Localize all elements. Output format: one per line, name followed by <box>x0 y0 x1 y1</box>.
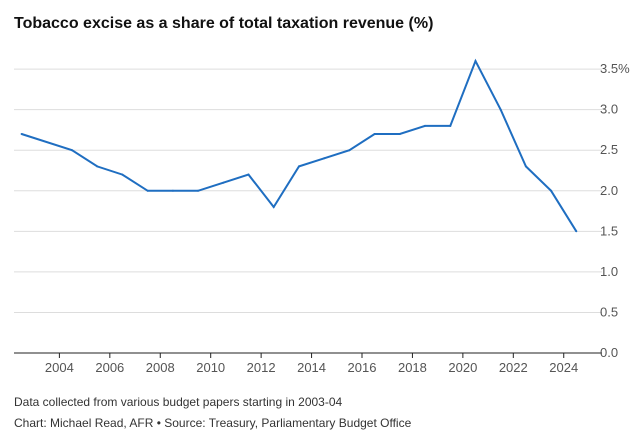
x-tick-label: 2010 <box>196 360 225 375</box>
x-tick-label: 2016 <box>348 360 377 375</box>
data-point <box>373 133 376 135</box>
data-point <box>550 189 553 192</box>
x-tick-label: 2024 <box>549 360 578 375</box>
x-tick-label: 2020 <box>448 360 477 375</box>
data-point <box>197 189 200 192</box>
data-point <box>146 189 149 192</box>
data-point <box>398 133 401 135</box>
data-point <box>71 149 73 152</box>
y-tick-label: 2.0 <box>600 183 618 198</box>
source-credit: Chart: Michael Read, AFR • Source: Treas… <box>14 416 412 430</box>
y-tick-label: 0.0 <box>600 345 618 360</box>
x-tick-label: 2012 <box>247 360 276 375</box>
data-point <box>247 173 250 176</box>
data-point <box>272 206 275 208</box>
y-tick-label: 1.0 <box>600 264 618 279</box>
x-tick-label: 2004 <box>45 360 74 375</box>
data-point <box>449 124 452 127</box>
y-tick-label: 1.5 <box>600 223 618 238</box>
series-layer <box>20 58 578 233</box>
y-axis: 0.0 0.5 1.0 1.5 2.0 2.5 3.0 3.5% <box>600 61 630 360</box>
x-tick-label: 2014 <box>297 360 326 375</box>
y-tick-label: 0.5 <box>600 304 618 319</box>
data-point <box>424 124 426 127</box>
data-point <box>575 230 578 233</box>
y-tick-label: 3.5% <box>600 61 630 76</box>
data-point <box>121 173 124 176</box>
series-line <box>21 58 578 232</box>
y-tick-label: 3.0 <box>600 102 618 117</box>
data-point <box>298 165 300 168</box>
data-point <box>96 165 99 168</box>
chart-title: Tobacco excise as a share of total taxat… <box>14 15 434 32</box>
x-axis: 2004 2006 2008 2010 2012 2014 2016 2018 2020 2022… <box>45 353 578 375</box>
y-tick-label: 2.5 <box>600 142 618 157</box>
x-tick-label: 2008 <box>146 360 175 375</box>
data-note: Data collected from various budget paper… <box>14 395 343 409</box>
data-point <box>171 189 174 192</box>
data-point <box>524 165 527 168</box>
x-tick-label: 2022 <box>499 360 528 375</box>
data-point <box>222 181 225 184</box>
x-tick-label: 2018 <box>398 360 427 375</box>
data-point <box>474 60 477 62</box>
data-point <box>20 133 23 135</box>
data-point <box>323 157 326 160</box>
gridlines <box>14 68 602 354</box>
data-point <box>348 149 351 152</box>
data-point <box>499 108 502 111</box>
x-tick-label: 2006 <box>95 360 124 375</box>
